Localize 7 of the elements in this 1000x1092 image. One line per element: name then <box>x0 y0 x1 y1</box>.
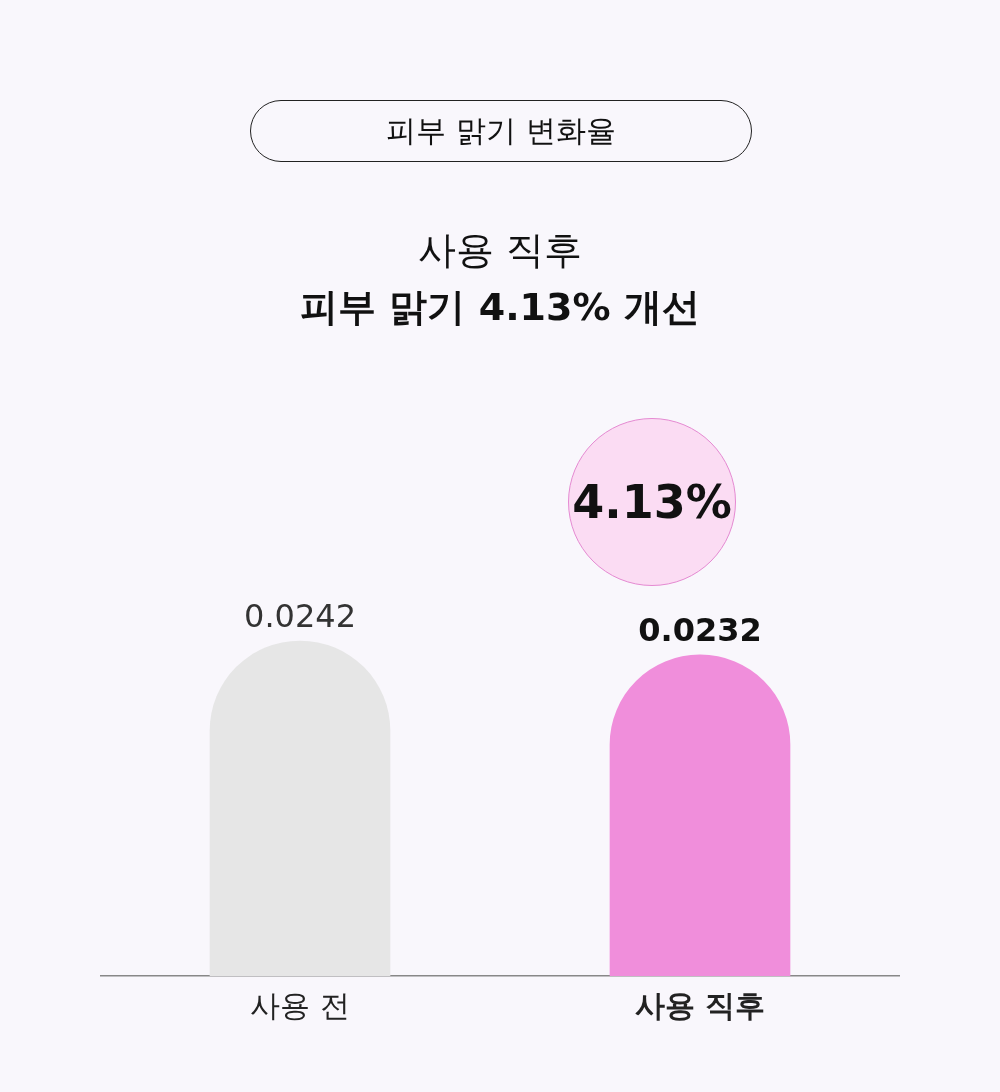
data-label: 0.0232 <box>638 611 762 650</box>
chart-title: 피부 맑기 변화율 <box>250 100 752 162</box>
text: 피부 맑기 4.13% 개선 <box>299 284 701 331</box>
data-label: 0.0242 <box>244 597 356 636</box>
circle-badge: 4.13% <box>568 418 736 586</box>
chart-subtitle: 사용 직후 <box>416 227 584 274</box>
x-tick-label: 사용 전 <box>250 987 350 1023</box>
